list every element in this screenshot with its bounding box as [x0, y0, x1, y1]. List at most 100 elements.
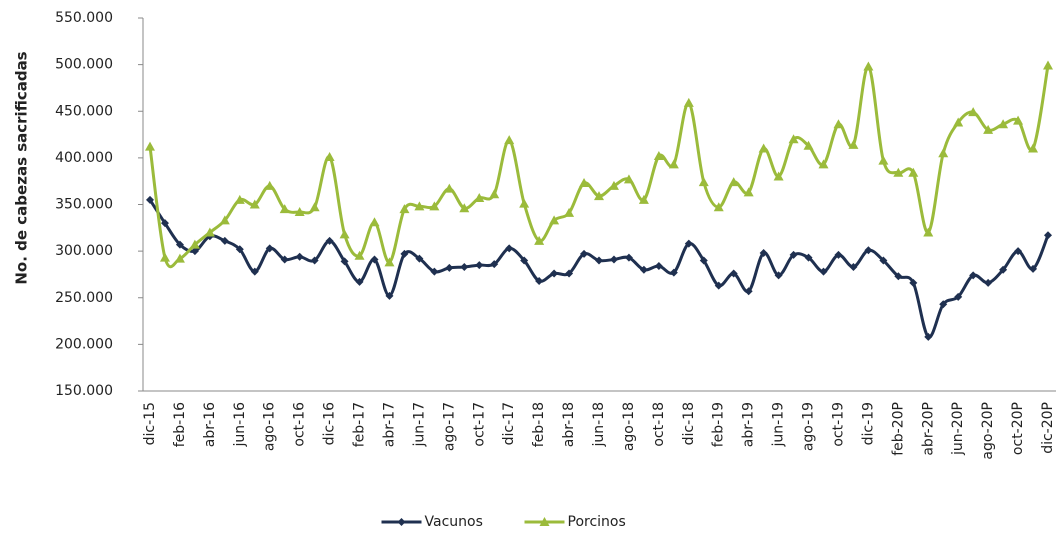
x-tick-label: jun-18 [591, 402, 607, 448]
point [565, 269, 574, 278]
point [415, 254, 424, 263]
point [280, 255, 289, 264]
x-tick-label: oct-20P [1010, 402, 1026, 455]
point [744, 287, 753, 296]
point [698, 177, 709, 187]
point [983, 124, 994, 134]
x-tick-label: oct-16 [292, 402, 308, 447]
point [504, 135, 515, 145]
point [369, 217, 380, 227]
point [204, 227, 215, 237]
point [219, 215, 230, 225]
point [160, 219, 169, 228]
point [400, 249, 409, 258]
point [549, 215, 560, 225]
x-tick-label: dic-15 [142, 402, 158, 445]
point [459, 203, 470, 213]
point [1043, 60, 1053, 70]
point [953, 117, 964, 127]
point [339, 229, 350, 239]
point [998, 119, 1009, 129]
point [758, 143, 769, 153]
point [309, 202, 320, 212]
point [430, 267, 439, 276]
x-tick-label: jun-17 [411, 402, 427, 448]
point [879, 256, 888, 265]
point [728, 177, 739, 187]
point [550, 269, 559, 278]
point [414, 201, 425, 211]
point [639, 265, 648, 274]
point [803, 140, 814, 150]
point [250, 267, 259, 276]
x-tick-label: jun-16 [232, 402, 248, 448]
x-tick-label: ago-18 [621, 402, 637, 451]
x-tick-label: oct-18 [651, 402, 667, 447]
point [1044, 231, 1052, 240]
x-tick-label: abr-17 [381, 402, 397, 447]
y-tick-label: 200.000 [55, 336, 113, 352]
point [265, 244, 274, 253]
point [475, 261, 484, 270]
point [609, 255, 618, 264]
point [638, 194, 649, 204]
point [174, 253, 185, 263]
point [535, 276, 544, 285]
point [788, 134, 799, 144]
legend-label: Vacunos [425, 514, 483, 530]
point [893, 167, 904, 177]
point [325, 236, 334, 245]
point [1028, 143, 1039, 153]
point [520, 256, 529, 265]
point [623, 174, 634, 184]
point [729, 269, 738, 278]
point [460, 262, 469, 271]
x-tick-label: abr-20P [920, 402, 936, 456]
point [743, 187, 754, 197]
point [818, 159, 829, 169]
point [385, 291, 394, 300]
x-tick-label: feb-18 [531, 402, 547, 447]
point [894, 272, 903, 281]
point [189, 239, 200, 249]
point [159, 252, 170, 262]
y-tick-label: 400.000 [55, 150, 113, 166]
point [340, 257, 349, 266]
point [264, 180, 275, 190]
point [759, 248, 768, 257]
point [399, 204, 410, 214]
point [624, 253, 633, 262]
y-tick-label: 300.000 [55, 243, 113, 259]
point [354, 250, 365, 260]
point [234, 194, 245, 204]
x-tick-label: abr-18 [561, 402, 577, 447]
x-tick-label: feb-17 [352, 402, 368, 447]
point [384, 257, 395, 267]
point [908, 167, 919, 177]
y-tick-label: 450.000 [55, 103, 113, 119]
point [519, 198, 530, 208]
point [595, 256, 603, 265]
x-tick-label: feb-16 [172, 402, 188, 447]
x-tick-label: dic-20P [1040, 402, 1056, 454]
point [564, 207, 575, 217]
point [444, 183, 455, 193]
x-tick-label: ago-16 [262, 402, 278, 451]
point [429, 201, 440, 211]
point [968, 107, 979, 117]
point [1014, 247, 1023, 256]
legend-label: Porcinos [568, 514, 626, 530]
point [445, 263, 454, 272]
x-tick-label: jun-19 [771, 402, 787, 448]
x-tick-label: abr-19 [741, 402, 757, 447]
point [984, 278, 993, 287]
point [489, 189, 500, 199]
point [146, 195, 154, 204]
x-tick-label: abr-16 [202, 402, 218, 447]
point [773, 171, 784, 181]
point [714, 281, 723, 290]
point [834, 250, 843, 259]
point [849, 262, 858, 271]
